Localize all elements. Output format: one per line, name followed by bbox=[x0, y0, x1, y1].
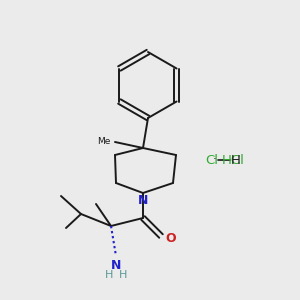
Text: H: H bbox=[231, 154, 241, 166]
Text: N: N bbox=[111, 259, 121, 272]
Text: O: O bbox=[165, 232, 175, 244]
Text: HCl: HCl bbox=[222, 154, 245, 166]
Text: N: N bbox=[138, 194, 148, 207]
Text: ·: · bbox=[213, 154, 217, 166]
Text: H: H bbox=[119, 270, 127, 280]
Text: Me: Me bbox=[98, 136, 111, 146]
Text: H: H bbox=[105, 270, 113, 280]
Text: Cl: Cl bbox=[205, 154, 218, 166]
